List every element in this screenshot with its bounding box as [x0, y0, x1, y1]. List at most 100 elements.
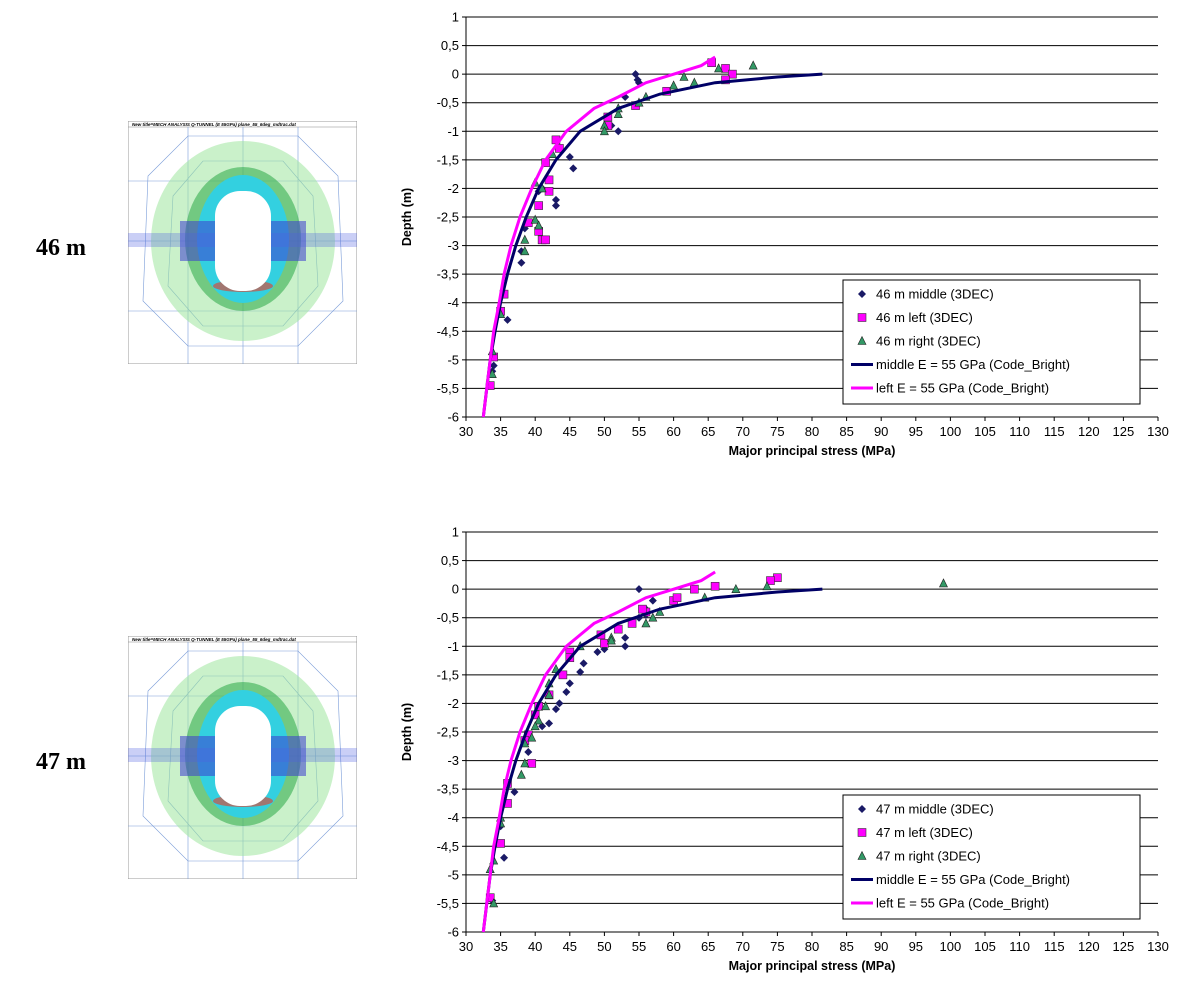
y-tick-label: 0,5 [441, 553, 459, 568]
x-tick-label: 100 [940, 939, 962, 954]
triangle-marker [517, 770, 525, 778]
legend-label: 47 m middle (3DEC) [876, 802, 994, 817]
diamond-marker [621, 634, 629, 642]
legend-label: left E = 55 GPa (Code_Bright) [876, 381, 1049, 396]
diamond-marker [635, 585, 643, 593]
x-tick-label: 65 [701, 424, 715, 439]
diamond-marker [517, 259, 525, 267]
x-tick-label: 45 [563, 939, 577, 954]
y-tick-label: -6 [447, 410, 459, 425]
chart: 10,50-0,5-1-1,5-2-2,5-3-3,5-4-4,5-5-5,5-… [400, 10, 1169, 459]
y-tick-label: -1 [447, 639, 459, 654]
x-tick-label: 95 [909, 424, 923, 439]
diamond-marker [569, 164, 577, 172]
diamond-marker [562, 688, 570, 696]
image-title: New title=MECH ANALYSIS Q-TUNNEL (E 55GP… [132, 637, 296, 642]
triangle-marker [749, 61, 757, 69]
x-tick-label: 40 [528, 939, 542, 954]
legend-label: 46 m left (3DEC) [876, 310, 973, 325]
square-marker [542, 236, 550, 244]
x-tick-label: 125 [1113, 424, 1135, 439]
y-tick-label: 0 [452, 67, 459, 82]
y-tick-label: -1,5 [437, 667, 459, 682]
x-tick-label: 55 [632, 424, 646, 439]
diamond-marker [500, 854, 508, 862]
diamond-marker [566, 679, 574, 687]
square-marker [497, 839, 505, 847]
y-tick-label: -3 [447, 238, 459, 253]
x-tick-label: 100 [940, 424, 962, 439]
square-marker [535, 202, 543, 210]
y-tick-label: -6 [447, 925, 459, 940]
diamond-marker [545, 719, 553, 727]
y-axis-title: Depth (m) [400, 703, 414, 761]
y-tick-label: -1,5 [437, 152, 459, 167]
diamond-marker [552, 202, 560, 210]
diamond-marker [504, 316, 512, 324]
legend-label: 46 m middle (3DEC) [876, 287, 994, 302]
x-tick-label: 120 [1078, 939, 1100, 954]
triangle-marker [939, 579, 947, 587]
x-tick-label: 70 [736, 424, 750, 439]
chart: 10,50-0,5-1-1,5-2-2,5-3-3,5-4-4,5-5-5,5-… [400, 525, 1169, 974]
x-tick-label: 120 [1078, 424, 1100, 439]
legend-label: 46 m right (3DEC) [876, 334, 981, 349]
x-tick-label: 60 [666, 939, 680, 954]
x-tick-label: 70 [736, 939, 750, 954]
x-tick-label: 35 [493, 939, 507, 954]
x-tick-label: 90 [874, 424, 888, 439]
x-tick-label: 50 [597, 424, 611, 439]
y-tick-label: -2,5 [437, 725, 459, 740]
legend-marker [858, 314, 866, 322]
y-tick-label: -2 [447, 181, 459, 196]
y-tick-label: -1 [447, 124, 459, 139]
y-tick-label: -5,5 [437, 896, 459, 911]
panel: 46 m New title=MECH ANALYSIS Q-TUNNEL (E… [36, 121, 357, 364]
y-tick-label: -0,5 [437, 610, 459, 625]
x-tick-label: 105 [974, 939, 996, 954]
x-tick-label: 80 [805, 939, 819, 954]
legend-label: left E = 55 GPa (Code_Bright) [876, 896, 1049, 911]
legend-marker [858, 829, 866, 837]
x-tick-label: 125 [1113, 939, 1135, 954]
y-tick-label: -5,5 [437, 381, 459, 396]
y-tick-label: 0,5 [441, 38, 459, 53]
y-tick-label: -4,5 [437, 839, 459, 854]
legend-label: 47 m right (3DEC) [876, 849, 981, 864]
y-tick-label: 1 [452, 10, 459, 25]
square-marker [690, 585, 698, 593]
square-marker [673, 594, 681, 602]
legend-label: 47 m left (3DEC) [876, 825, 973, 840]
x-tick-label: 75 [770, 424, 784, 439]
y-axis-title: Depth (m) [400, 188, 414, 246]
square-marker [711, 582, 719, 590]
y-tick-label: 1 [452, 525, 459, 540]
panel-label: 47 m [36, 749, 86, 775]
diamond-marker [524, 748, 532, 756]
panel-label: 46 m [36, 235, 86, 261]
x-axis-title: Major principal stress (MPa) [729, 959, 896, 973]
square-marker [638, 605, 646, 613]
page: {"panels": [ {"label": "46 m", "image_ti… [0, 0, 1177, 994]
y-tick-label: -5 [447, 352, 459, 367]
x-tick-label: 45 [563, 424, 577, 439]
x-tick-label: 40 [528, 424, 542, 439]
y-tick-label: -3,5 [437, 782, 459, 797]
y-tick-label: -3 [447, 753, 459, 768]
y-tick-label: -3,5 [437, 267, 459, 282]
x-tick-label: 35 [493, 424, 507, 439]
square-marker [600, 639, 608, 647]
y-tick-label: -0,5 [437, 95, 459, 110]
diamond-marker [580, 659, 588, 667]
x-tick-label: 75 [770, 939, 784, 954]
legend-label: middle E = 55 GPa (Code_Bright) [876, 872, 1070, 887]
y-tick-label: -2 [447, 696, 459, 711]
x-tick-label: 60 [666, 424, 680, 439]
triangle-marker [642, 619, 650, 627]
tunnel-image [128, 121, 357, 364]
y-tick-label: -2,5 [437, 210, 459, 225]
x-tick-label: 80 [805, 424, 819, 439]
x-tick-label: 110 [1009, 424, 1030, 439]
image-title: New title=MECH ANALYSIS Q-TUNNEL (E 55GP… [132, 122, 296, 127]
x-tick-label: 30 [459, 939, 473, 954]
